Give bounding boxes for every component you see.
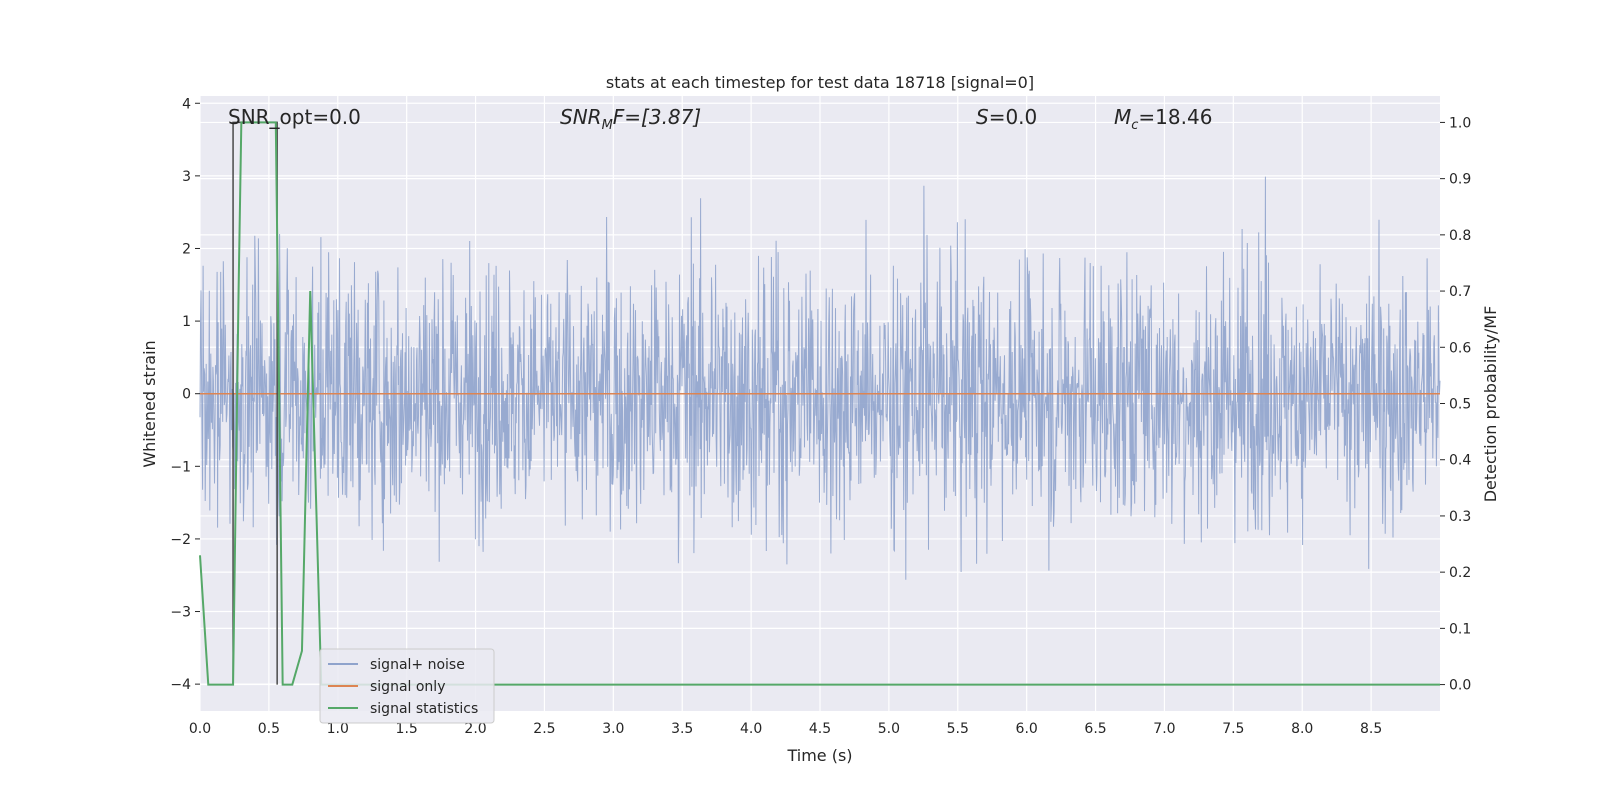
y-axis-right-ticks: 1.0 0.9 0.8 0.7 0.6 0.5 0.4 0.3 0.2 0.1 0.0 (1440, 115, 1471, 694)
y-tick-label: −4 (170, 677, 191, 693)
annotation-snr-opt: SNR_opt=0.0 (228, 105, 361, 129)
annotation-mc-rest: =18.46 (1138, 105, 1212, 129)
annotation-mc: Mc=18.46 (1114, 105, 1212, 133)
y-tick-label: 1 (182, 314, 191, 330)
y-axis-right-label: Detection probability/MF (1481, 306, 1500, 503)
y-tick-label: 2 (182, 241, 191, 257)
legend-label-signal-noise: signal+ noise (370, 657, 465, 673)
y-tick-label: 0 (182, 387, 191, 403)
x-tick-label: 7.5 (1222, 721, 1244, 737)
y-right-tick-label: 0.0 (1449, 678, 1471, 694)
y-axis-ticks: 4 3 2 1 0 −1 −2 −3 −4 (170, 96, 200, 693)
x-tick-label: 1.0 (327, 721, 349, 737)
legend-label-signal-only: signal only (370, 679, 445, 695)
x-tick-label: 6.0 (1016, 721, 1038, 737)
x-tick-label: 5.0 (878, 721, 900, 737)
y-axis-label: Whitened strain (140, 340, 159, 467)
y-right-tick-label: 0.5 (1449, 397, 1471, 413)
x-tick-label: 2.5 (533, 721, 555, 737)
y-tick-label: −3 (170, 605, 191, 621)
x-tick-label: 3.5 (671, 721, 693, 737)
y-tick-label: 4 (182, 96, 191, 112)
annotation-mc-main: M (1114, 105, 1131, 129)
x-tick-label: 6.5 (1084, 721, 1106, 737)
annotation-s-rest: =0.0 (989, 105, 1038, 129)
series-signal-noise (199, 176, 1441, 580)
chart-title: stats at each timestep for test data 187… (606, 73, 1034, 92)
x-tick-label: 1.5 (396, 721, 418, 737)
x-tick-label: 7.0 (1153, 721, 1175, 737)
annotation-snr-mf: SNRMF=[3.87] (560, 105, 701, 133)
x-tick-label: 2.0 (464, 721, 486, 737)
series-signal-statistics (199, 121, 1440, 686)
y-right-tick-label: 1.0 (1449, 115, 1471, 131)
annotation-mc-sub: c (1131, 118, 1138, 133)
y-right-tick-label: 0.1 (1449, 621, 1471, 637)
x-tick-label: 8.5 (1360, 721, 1382, 737)
annotation-s-main: S (976, 105, 989, 129)
y-right-tick-label: 0.7 (1449, 284, 1471, 300)
x-tick-label: 5.5 (947, 721, 969, 737)
legend: signal+ noise signal only signal statist… (319, 648, 495, 724)
annotation-snr-mf-rest: F=[3.87] (613, 105, 701, 129)
x-tick-label: 8.0 (1291, 721, 1313, 737)
signal-noise-line (199, 176, 1441, 580)
x-axis-ticks: 0.0 0.5 1.0 1.5 2.0 2.5 3.0 3.5 4.0 4.5 5.0 5.5 6.0 6… (189, 721, 1382, 737)
x-tick-label: 3.0 (602, 721, 624, 737)
signal-statistics-line (199, 121, 1440, 686)
y-tick-label: −2 (170, 532, 191, 548)
x-tick-label: 0.0 (189, 721, 211, 737)
x-tick-label: 4.5 (809, 721, 831, 737)
y-right-tick-label: 0.2 (1449, 565, 1471, 581)
y-right-tick-label: 0.8 (1449, 228, 1471, 244)
legend-box (319, 648, 495, 724)
annotation-snr-mf-main: SNR (560, 105, 602, 129)
x-tick-label: 4.0 (740, 721, 762, 737)
y-right-tick-label: 0.6 (1449, 340, 1471, 356)
y-right-tick-label: 0.9 (1449, 172, 1471, 188)
x-tick-label: 0.5 (258, 721, 280, 737)
y-tick-label: 3 (182, 169, 191, 185)
y-right-tick-label: 0.3 (1449, 509, 1471, 525)
annotation-snr-mf-sub: M (602, 118, 613, 133)
y-tick-label: −1 (170, 459, 191, 475)
y-right-tick-label: 0.4 (1449, 453, 1471, 469)
x-axis-label: Time (s) (786, 746, 852, 765)
annotation-s: S=0.0 (976, 105, 1037, 129)
legend-label-signal-statistics: signal statistics (370, 701, 478, 717)
